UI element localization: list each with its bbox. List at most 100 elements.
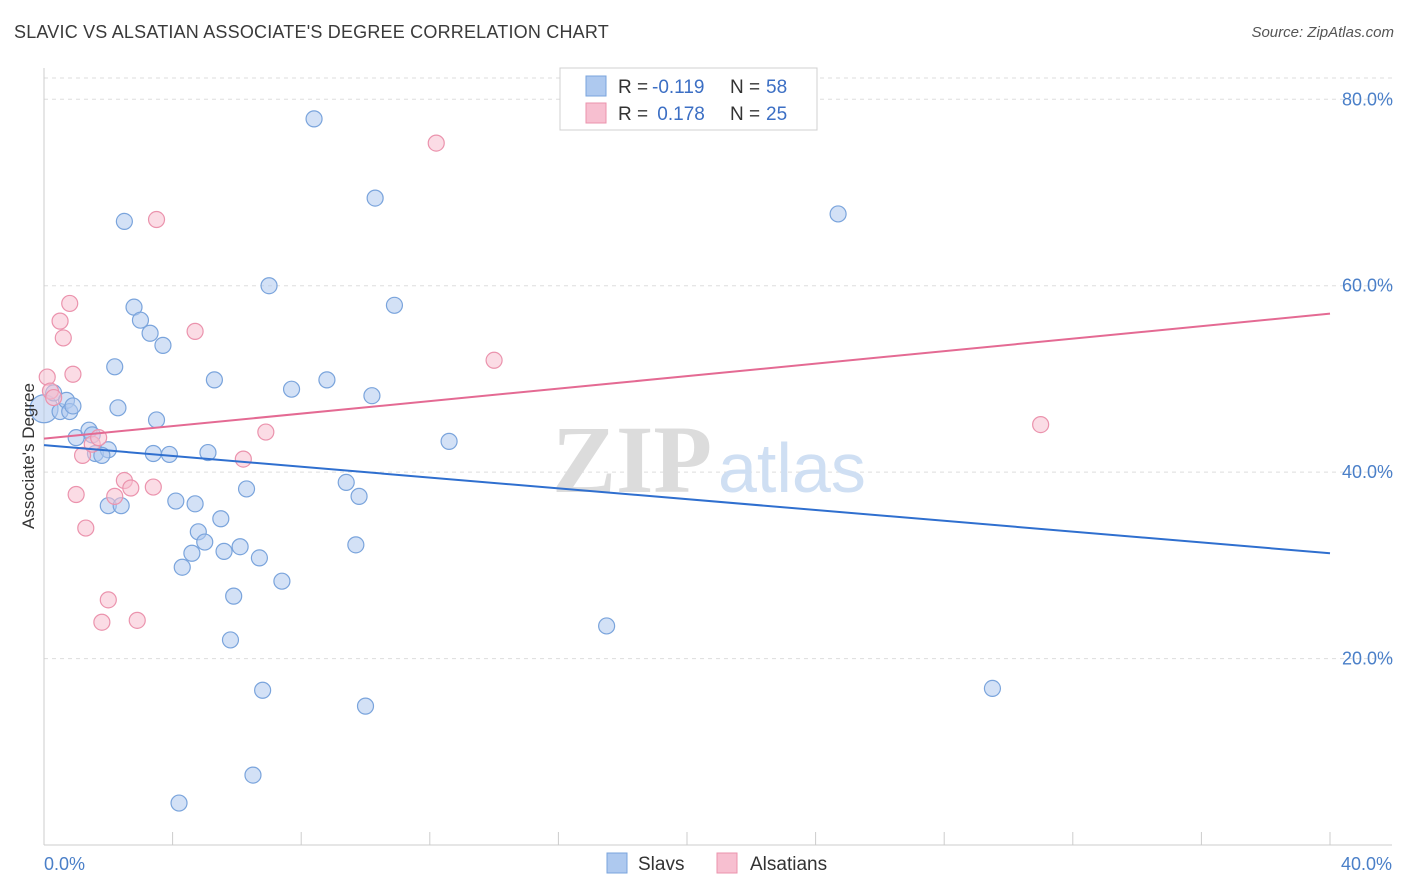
point-slavs-42 xyxy=(282,380,301,398)
point-alsatians-20 xyxy=(186,322,204,340)
point-slavs-55 xyxy=(983,679,1002,698)
point-slavs-26 xyxy=(186,495,204,513)
series-slavs-points xyxy=(29,110,1002,812)
point-slavs-29 xyxy=(199,443,217,462)
point-slavs-33 xyxy=(221,631,240,649)
point-alsatians-23 xyxy=(427,134,445,152)
point-slavs-38 xyxy=(250,549,269,567)
point-alsatians-19 xyxy=(147,210,166,229)
series-alsatians-points xyxy=(38,134,1050,631)
y-tick-label-80: 80.0% xyxy=(1342,89,1393,109)
point-slavs-57 xyxy=(93,446,111,464)
axes xyxy=(43,68,1392,846)
point-slavs-36 xyxy=(237,480,256,498)
point-slavs-20 xyxy=(147,411,166,429)
point-alsatians-5 xyxy=(61,294,79,313)
point-alsatians-7 xyxy=(67,485,85,504)
point-alsatians-12 xyxy=(93,613,111,631)
bottom-legend-swatch-slavs xyxy=(606,852,628,874)
x-tick-label-min: 0.0% xyxy=(44,854,85,874)
point-alsatians-9 xyxy=(77,519,95,537)
point-slavs-5 xyxy=(64,397,82,415)
y-tick-label-40: 40.0% xyxy=(1342,462,1393,482)
legend-r-value-slavs: -0.119 xyxy=(652,77,704,98)
trendline-slavs xyxy=(43,444,1331,555)
point-slavs-51 xyxy=(385,296,404,314)
point-alsatians-25 xyxy=(1032,416,1050,434)
y-tick-label-60: 60.0% xyxy=(1342,276,1393,296)
x-ticks xyxy=(43,832,1331,845)
bottom-legend-label-slavs: Slavs xyxy=(638,854,684,875)
point-alsatians-6 xyxy=(64,365,82,383)
point-slavs-23 xyxy=(167,492,185,510)
y-tick-labels: 20.0% 40.0% 60.0% 80.0% xyxy=(1342,89,1393,668)
point-slavs-24 xyxy=(173,558,191,576)
point-alsatians-3 xyxy=(51,312,69,330)
point-slavs-15 xyxy=(115,212,133,230)
point-slavs-45 xyxy=(337,473,355,491)
point-slavs-54 xyxy=(829,205,847,223)
point-slavs-48 xyxy=(356,697,375,715)
y-tick-label-20: 20.0% xyxy=(1342,649,1393,669)
legend-box: R = -0.119 N = 58 R = 0.178 N = 25 xyxy=(559,67,818,131)
y-axis-label: Associate's Degree xyxy=(19,383,38,529)
watermark: ZIP atlas xyxy=(552,406,866,513)
legend-swatch-alsatians xyxy=(585,102,607,124)
point-slavs-17 xyxy=(131,311,150,329)
point-slavs-37 xyxy=(244,766,262,784)
watermark-zip: ZIP xyxy=(552,406,712,513)
grid-lines xyxy=(44,77,1392,660)
point-slavs-18 xyxy=(141,324,159,342)
point-slavs-35 xyxy=(231,538,249,556)
point-slavs-46 xyxy=(347,536,365,554)
legend-n-value-alsatians: 25 xyxy=(766,104,787,125)
x-tick-label-max: 40.0% xyxy=(1341,854,1392,874)
legend-n-label-alsatians: N = xyxy=(730,104,760,125)
point-slavs-49 xyxy=(363,387,381,405)
point-alsatians-0 xyxy=(38,368,56,386)
point-slavs-40 xyxy=(260,277,278,295)
chart-title: SLAVIC VS ALSATIAN ASSOCIATE'S DEGREE CO… xyxy=(14,22,609,42)
point-slavs-56 xyxy=(170,794,188,812)
point-slavs-28 xyxy=(196,533,214,551)
point-alsatians-18 xyxy=(144,478,162,496)
bottom-legend: Slavs Alsatians xyxy=(606,852,827,875)
point-alsatians-22 xyxy=(257,423,275,441)
point-alsatians-21 xyxy=(234,450,252,468)
point-slavs-30 xyxy=(205,371,223,389)
point-slavs-41 xyxy=(273,572,291,590)
point-alsatians-24 xyxy=(485,351,503,369)
point-slavs-21 xyxy=(154,336,172,354)
legend-n-label-slavs: N = xyxy=(730,77,760,98)
point-alsatians-14 xyxy=(106,487,124,505)
point-alsatians-2 xyxy=(45,388,63,407)
point-slavs-14 xyxy=(106,358,124,376)
point-slavs-43 xyxy=(305,110,323,128)
legend-r-label-slavs: R = xyxy=(618,77,648,98)
point-slavs-52 xyxy=(440,432,458,450)
point-alsatians-4 xyxy=(54,329,72,347)
point-slavs-32 xyxy=(215,542,233,560)
point-slavs-25 xyxy=(183,544,201,562)
chart-source: Source: ZipAtlas.com xyxy=(1251,24,1394,41)
legend-r-label-alsatians: R = xyxy=(618,104,648,125)
trend-lines xyxy=(43,312,1331,555)
point-slavs-34 xyxy=(225,587,243,605)
legend-n-value-slavs: 58 xyxy=(766,77,787,98)
trendline-alsatians xyxy=(43,312,1331,440)
legend-swatch-slavs xyxy=(585,75,607,97)
bottom-legend-label-alsatians: Alsatians xyxy=(750,854,827,875)
point-alsatians-17 xyxy=(128,611,146,629)
point-alsatians-16 xyxy=(122,479,140,497)
legend-r-value-alsatians: 0.178 xyxy=(652,104,705,125)
point-slavs-47 xyxy=(350,487,368,505)
point-slavs-44 xyxy=(318,371,336,389)
point-slavs-39 xyxy=(254,681,272,699)
point-slavs-53 xyxy=(598,617,616,635)
point-slavs-50 xyxy=(366,189,384,207)
bottom-legend-swatch-alsatians xyxy=(716,852,738,874)
watermark-atlas: atlas xyxy=(718,429,866,507)
point-slavs-13 xyxy=(109,399,127,417)
point-slavs-31 xyxy=(212,510,230,528)
